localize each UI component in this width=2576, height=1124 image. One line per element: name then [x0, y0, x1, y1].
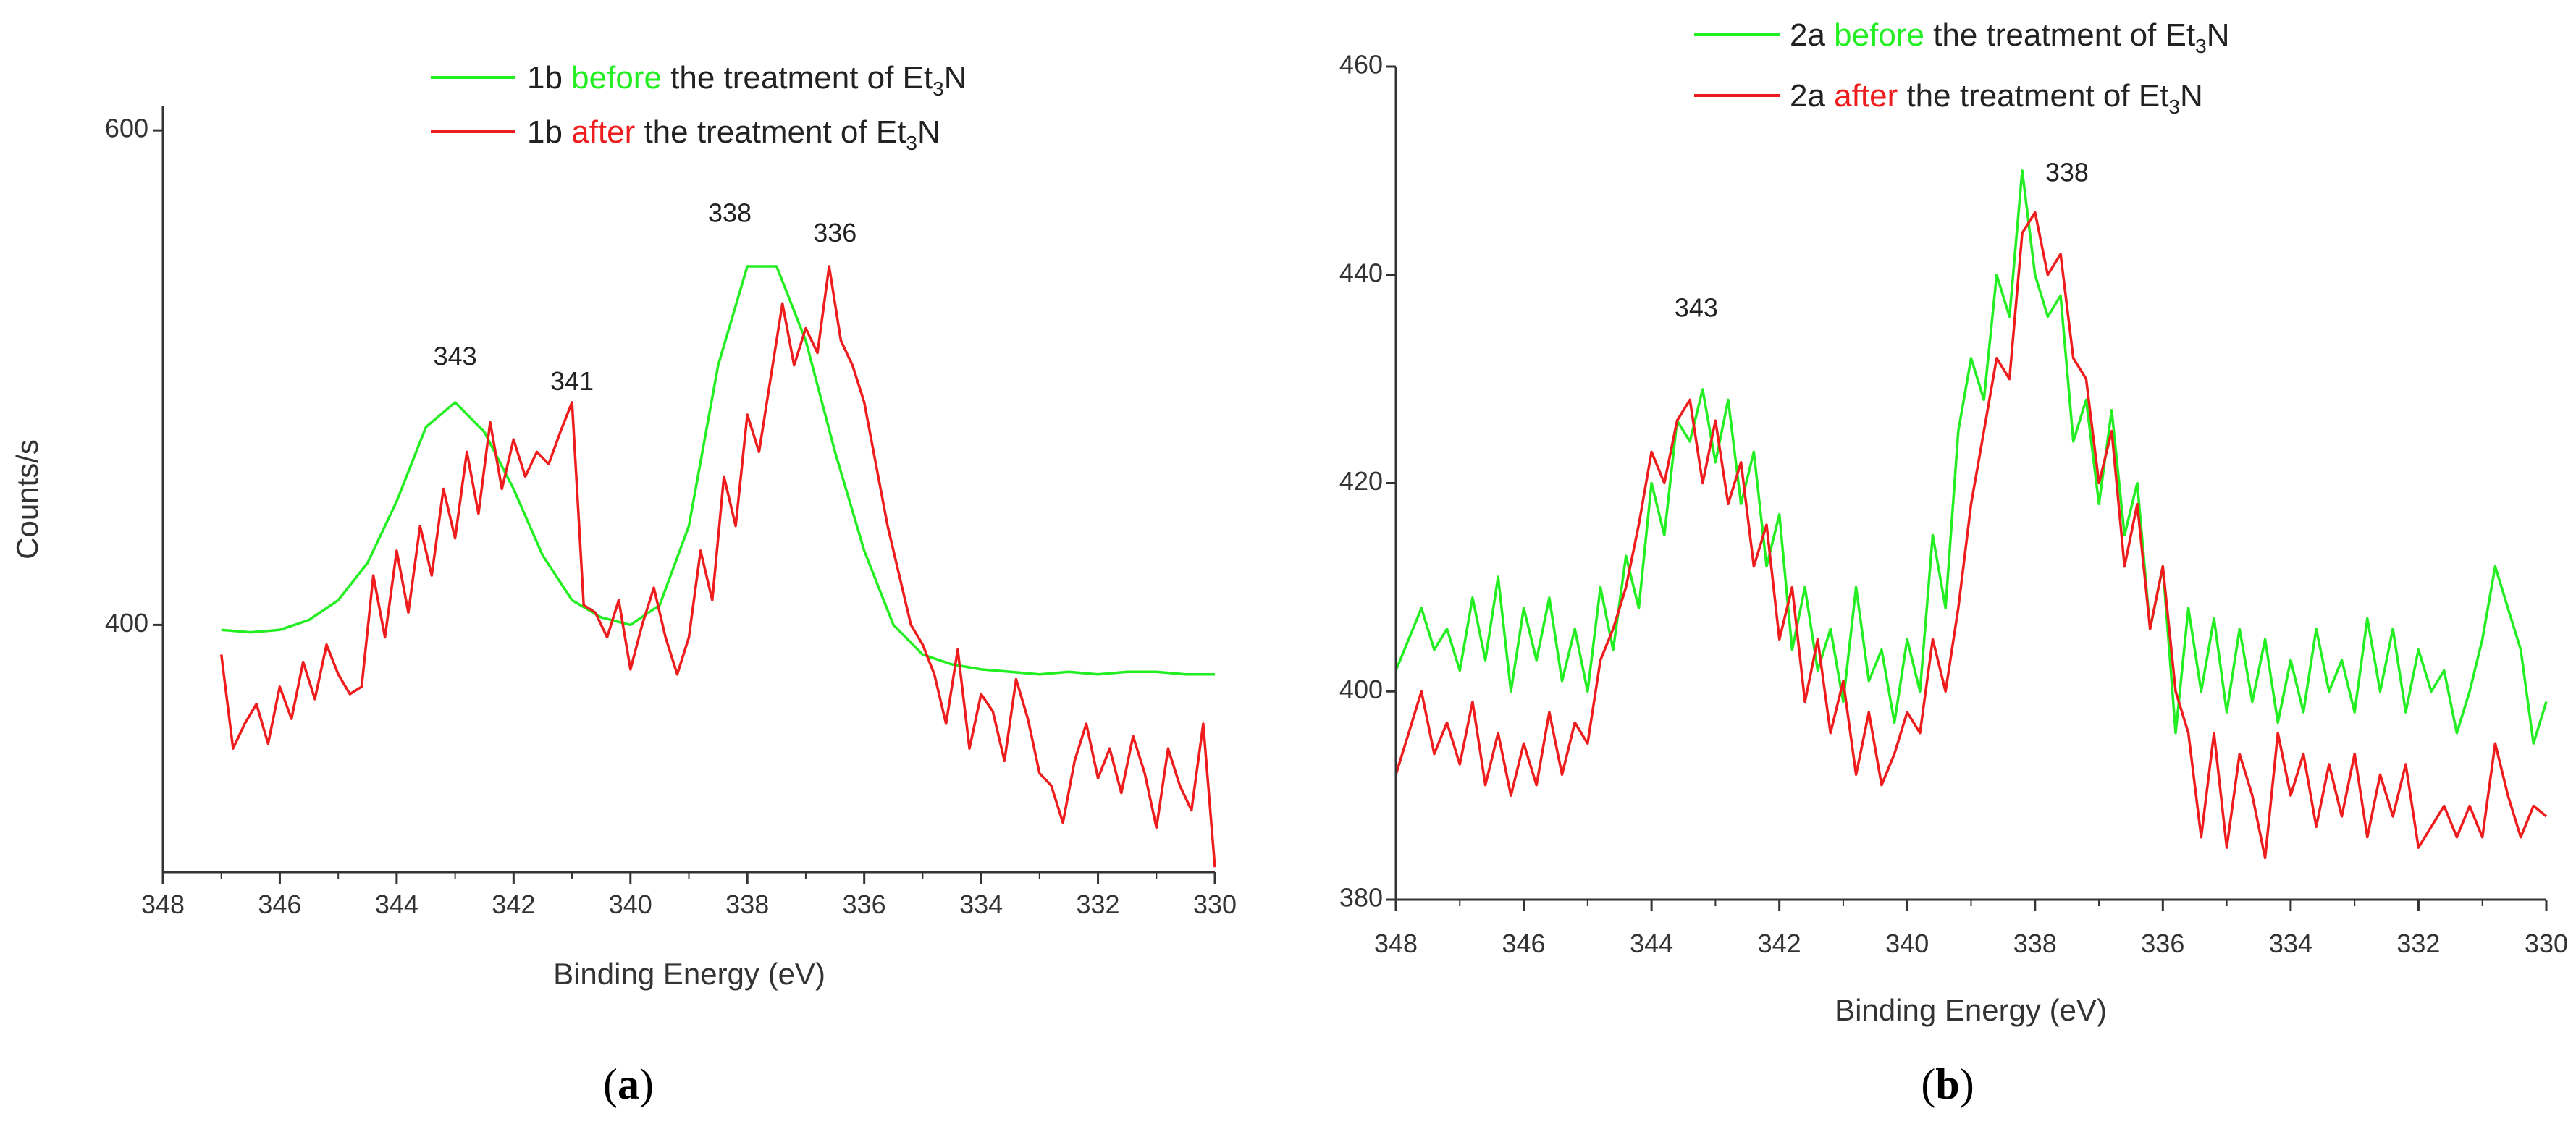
panel-b-x-tick-label: 342 [1758, 929, 1801, 958]
panel-b-y-tick-label: 380 [1339, 883, 1383, 913]
panel-a-peak-annotation: 343 [434, 342, 477, 371]
panel-b-x-tick-label: 338 [2013, 929, 2057, 958]
legend-tail: N [2207, 17, 2230, 53]
panel-b-x-tick-label: 346 [1502, 929, 1546, 958]
legend-keyword-after: after [571, 114, 635, 150]
legend-keyword-after: after [1834, 78, 1898, 114]
panel-a-x-tick-label: 340 [609, 890, 652, 919]
panel-b-legend-after-text: 2a after the treatment of Et3N [1790, 78, 2203, 118]
legend-prefix: 1b [527, 60, 571, 96]
panel-b-x-ticks [1394, 900, 2548, 911]
panel-a-series-after-line [219, 265, 1216, 868]
legend-prefix: 2a [1790, 78, 1834, 114]
panel-a-x-tick-label: 332 [1077, 890, 1120, 919]
legend-subscript: 3 [2168, 96, 2180, 118]
panel-b-y-ticks [1386, 65, 1396, 901]
panel-a-x-tick-label: 348 [141, 890, 185, 919]
panel-b-x-tick-label: 340 [1885, 929, 1929, 958]
legend-suffix: the treatment of Et [662, 60, 933, 96]
panel-a-peak-annotation: 338 [708, 198, 752, 228]
panel-a-y-ticks [153, 129, 163, 626]
panel-b-y-tick-label: 440 [1339, 258, 1383, 287]
legend-keyword-before: before [1834, 17, 1924, 53]
panel-a-legend: 1b before the treatment of Et3N 1b after… [431, 60, 967, 154]
panel-b-x-tick-label: 334 [2269, 929, 2312, 958]
panel-b-x-tick-label: 348 [1374, 929, 1418, 958]
panel-a-y-tick-label: 600 [105, 114, 148, 143]
panel-a-label: (a) [603, 1060, 654, 1108]
panel-a-legend-before-text: 1b before the treatment of Et3N [527, 60, 967, 100]
panel-a-x-tick-label: 336 [843, 890, 886, 919]
panel-b-y-tick-label: 460 [1339, 50, 1383, 80]
panel-b-label: (b) [1921, 1060, 1974, 1108]
panel-a-series-before-line [221, 265, 1215, 676]
legend-subscript: 3 [933, 77, 944, 100]
panel-b-peak-annotation: 343 [1675, 292, 1718, 322]
panel-a-x-tick-label: 346 [258, 890, 301, 919]
panel-b-series-before-line [1394, 169, 2548, 745]
panel-b: 348 346 344 342 340 338 336 334 332 330 … [1339, 17, 2568, 1108]
legend-tail: N [917, 114, 940, 150]
panel-a-x-tick-label: 334 [959, 890, 1003, 919]
panel-b-legend-before-text: 2a before the treatment of Et3N [1790, 17, 2230, 57]
panel-b-series-layer [1394, 169, 2548, 860]
panel-b-x-tick-label: 336 [2141, 929, 2184, 958]
panel-b-series-after-line [1394, 211, 2548, 860]
panel-b-x-tick-label: 330 [2525, 929, 2568, 958]
panel-b-peak-annotation: 338 [2045, 157, 2089, 187]
panel-a-x-tick-label: 338 [725, 890, 769, 919]
panel-b-x-tick-label: 332 [2396, 929, 2440, 958]
legend-subscript: 3 [2195, 35, 2207, 57]
panel-a-label-letter: a [618, 1060, 639, 1108]
panel-a-x-tick-label: 342 [492, 890, 535, 919]
legend-subscript: 3 [906, 132, 917, 154]
panel-b-y-tick-label: 420 [1339, 466, 1383, 496]
legend-suffix: the treatment of Et [1898, 78, 2168, 114]
panel-a: 348 346 344 342 340 338 336 334 332 330 … [10, 60, 1237, 1108]
legend-keyword-before: before [571, 60, 662, 96]
panel-a-x-tick-label: 330 [1193, 890, 1237, 919]
legend-prefix: 1b [527, 114, 571, 150]
legend-prefix: 2a [1790, 17, 1834, 53]
panel-b-x-tick-label: 344 [1630, 929, 1673, 958]
legend-suffix: the treatment of Et [1924, 17, 2195, 53]
legend-suffix: the treatment of Et [635, 114, 906, 150]
panel-a-legend-after-text: 1b after the treatment of Et3N [527, 114, 940, 154]
panel-a-x-axis-title: Binding Energy (eV) [553, 957, 825, 991]
legend-tail: N [944, 60, 967, 96]
legend-tail: N [2180, 78, 2203, 114]
panel-a-x-ticks [161, 872, 1216, 884]
panel-b-label-letter: b [1935, 1060, 1959, 1108]
panel-a-x-tick-label: 344 [375, 890, 418, 919]
panel-b-legend: 2a before the treatment of Et3N 2a after… [1694, 17, 2230, 118]
panel-a-series-layer [219, 265, 1216, 868]
panel-a-peak-annotation: 336 [813, 218, 856, 248]
panel-b-x-axis-title: Binding Energy (eV) [1835, 993, 2107, 1027]
panel-a-y-axis-title: Counts/s [10, 439, 44, 559]
panel-a-y-tick-label: 400 [105, 608, 148, 638]
panel-a-peak-annotation: 341 [550, 366, 594, 396]
panel-b-y-tick-label: 400 [1339, 675, 1383, 704]
